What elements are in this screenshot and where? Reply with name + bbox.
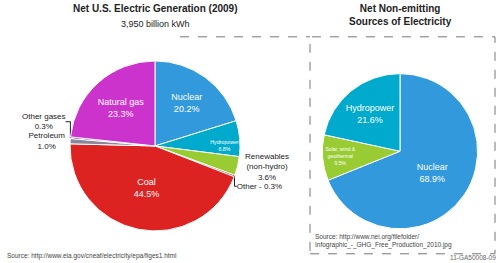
svg-text:Renewables(non-hydro)3.6%: Renewables(non-hydro)3.6% bbox=[245, 152, 289, 182]
svg-text:Source: http://www.eia.gov/cne: Source: http://www.eia.gov/cneaf/electri… bbox=[7, 252, 177, 260]
svg-text:Other gases0.3%: Other gases0.3% bbox=[22, 112, 66, 131]
svg-text:3,950 billion kWh: 3,950 billion kWh bbox=[121, 19, 190, 29]
svg-text:11-GA50008-09: 11-GA50008-09 bbox=[450, 254, 496, 261]
svg-text:Nuclear20.2%: Nuclear20.2% bbox=[171, 92, 202, 114]
svg-text:Petroleum1.0%: Petroleum1.0% bbox=[28, 131, 65, 150]
svg-text:Other - 0.3%: Other - 0.3% bbox=[237, 182, 282, 191]
svg-text:Net Non-emittingSources of Ele: Net Non-emittingSources of Electricity bbox=[349, 3, 452, 27]
svg-text:Coal44.5%: Coal44.5% bbox=[134, 177, 160, 199]
svg-text:Solar, wind &geothermal9.5%: Solar, wind &geothermal9.5% bbox=[325, 146, 355, 165]
svg-text:Nuclear68.9%: Nuclear68.9% bbox=[417, 162, 448, 184]
svg-text:Hydropower6.8%: Hydropower6.8% bbox=[210, 139, 239, 152]
svg-text:Net U.S. Electric Generation (: Net U.S. Electric Generation (2009) bbox=[73, 3, 238, 14]
svg-text:Source: http://www.nei.org/fil: Source: http://www.nei.org/filefolder/In… bbox=[315, 233, 452, 249]
svg-text:Natural gas23.3%: Natural gas23.3% bbox=[98, 97, 145, 119]
svg-text:Hydropower21.6%: Hydropower21.6% bbox=[346, 103, 395, 125]
